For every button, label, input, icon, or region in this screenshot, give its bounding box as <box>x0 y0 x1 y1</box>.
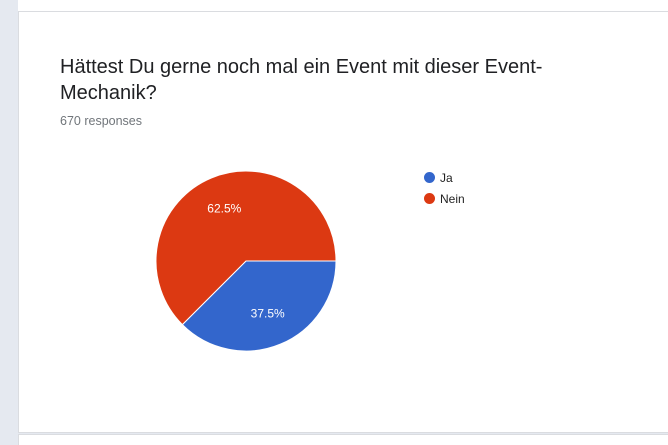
next-card <box>18 434 668 445</box>
pie-label-ja: 37.5% <box>251 306 285 320</box>
response-count: 670 responses <box>60 114 143 128</box>
chart-legend: Ja Nein <box>424 167 465 209</box>
legend-label-ja: Ja <box>440 170 453 185</box>
question-title: Hättest Du gerne noch mal ein Event mit … <box>60 56 543 104</box>
legend-swatch-nein <box>424 193 435 204</box>
legend-item-ja[interactable]: Ja <box>424 167 465 188</box>
pie-label-nein: 62.5% <box>207 202 241 216</box>
previous-card <box>18 0 668 12</box>
pie-slice-ja[interactable] <box>181 260 337 352</box>
legend-label-nein: Nein <box>440 191 465 206</box>
pie-chart: 37.5% 62.5% <box>155 170 337 352</box>
legend-swatch-ja <box>424 172 435 183</box>
question-card: Hättest Du gerne noch mal ein Event mit … <box>18 12 668 433</box>
legend-item-nein[interactable]: Nein <box>424 188 465 209</box>
pie-slice-nein[interactable] <box>155 170 337 326</box>
